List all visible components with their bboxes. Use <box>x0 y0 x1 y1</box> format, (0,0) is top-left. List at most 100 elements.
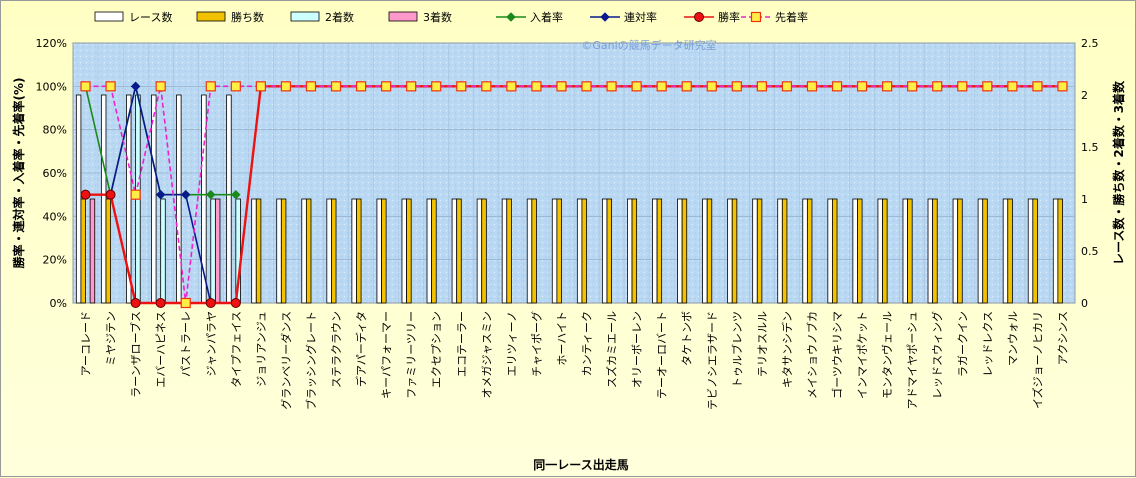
marker-circle <box>80 189 91 200</box>
bar-1 <box>877 198 883 304</box>
bar-3 <box>160 198 166 304</box>
bar-1 <box>677 198 683 304</box>
bar-1 <box>526 198 533 304</box>
bar-2 <box>781 198 788 304</box>
marker-circle <box>155 298 166 308</box>
y-axis-right-title: レース数・勝ち数・2着数・3着数 <box>1111 80 1126 265</box>
bar-2 <box>832 198 838 304</box>
x-category-label: タイプフェイス <box>230 311 243 388</box>
bar-2 <box>957 198 963 304</box>
bar-2 <box>681 198 688 304</box>
y-tick-left: 120% <box>36 37 67 50</box>
bar-1 <box>702 198 708 304</box>
bar-2 <box>331 198 337 304</box>
x-category-label: ラガークイン <box>956 311 969 377</box>
bar-2 <box>1032 198 1038 304</box>
bar-2 <box>706 198 713 304</box>
bar-1 <box>727 198 733 304</box>
bar-1 <box>176 94 182 304</box>
marker-circle <box>694 12 704 22</box>
y-tick-right: 0 <box>1081 297 1088 310</box>
marker-square <box>1007 81 1018 92</box>
marker-square <box>456 81 467 92</box>
marker-diamond <box>231 189 241 200</box>
legend-label: 3着数 <box>423 10 452 24</box>
legend-swatch <box>196 11 226 22</box>
bar-2 <box>806 198 813 304</box>
bar-2 <box>280 198 287 304</box>
x-category-label: キタサンシデン <box>780 311 794 388</box>
marker-diamond <box>181 189 191 200</box>
marker-square <box>882 81 893 92</box>
legend-swatch <box>94 11 124 22</box>
y-tick-left: 0% <box>50 297 67 310</box>
bar-2 <box>1007 198 1013 304</box>
x-category-label: イズジョーノヒカリ <box>1030 311 1044 409</box>
marker-square <box>80 81 91 92</box>
bar-1 <box>426 198 433 304</box>
legend-label: 2着数 <box>325 10 354 24</box>
x-category-label: パストラーレ <box>180 311 193 377</box>
x-category-label: ミヤジテン <box>105 311 118 366</box>
x-category-label: エコテーラー <box>455 311 468 377</box>
bar-2 <box>531 198 537 304</box>
bar-2 <box>255 198 262 304</box>
bar-2 <box>1057 198 1063 304</box>
marker-square <box>431 81 442 92</box>
bar-1 <box>952 198 959 304</box>
bar-2 <box>406 198 412 304</box>
marker-square <box>932 81 943 92</box>
x-axis-categories: アーコレード ミヤジテン ラーンザローブス エバーハピネス パストラーレ ジャンパラヤ タイ… <box>80 311 1070 410</box>
x-category-label: ジョリアンジュ <box>255 311 268 387</box>
bar-2 <box>481 198 487 304</box>
legend: レース数 勝ち数 2着数 3着数 入着率 連対率 勝率 先着率 <box>94 10 808 24</box>
bar-1 <box>977 198 984 304</box>
legend-label: 連対率 <box>624 10 657 24</box>
line-series <box>80 81 1068 309</box>
y-tick-left: 80% <box>43 124 67 137</box>
bar-1 <box>1052 198 1059 304</box>
x-category-label: レッドスウィング <box>930 311 944 399</box>
marker-square <box>481 81 492 92</box>
x-category-label: タケトンボ <box>681 311 694 366</box>
bar-2 <box>506 198 512 304</box>
legend-label: 勝ち数 <box>231 10 264 24</box>
marker-square <box>180 297 191 309</box>
marker-square <box>957 81 968 92</box>
marker-diamond <box>130 81 141 92</box>
x-category-label: メイショウノブカ <box>805 311 819 399</box>
bar-1 <box>476 198 483 304</box>
x-category-label: モンタンヴェール <box>880 311 894 399</box>
y-tick-right: 1.5 <box>1081 141 1099 154</box>
x-category-label: ホーハイト <box>555 311 568 366</box>
y-axis-right: 0 0.5 1 1.5 2 2.5 <box>1081 37 1099 310</box>
marker-square <box>631 81 642 92</box>
bar-1 <box>75 94 82 304</box>
bar-2 <box>857 198 863 304</box>
bar-2 <box>907 198 913 304</box>
marker-circle <box>130 298 141 308</box>
x-category-label: オメガジャスミン <box>480 311 493 398</box>
bar-1 <box>1027 198 1034 304</box>
bar-1 <box>301 198 307 304</box>
x-category-label: ゴーツウキリシマ <box>830 311 844 399</box>
bar-2 <box>80 198 86 304</box>
y-tick-right: 1 <box>1081 193 1088 206</box>
bar-3 <box>210 198 216 304</box>
marker-square <box>750 11 762 23</box>
x-category-label: マンウォル <box>1006 311 1019 366</box>
bar-2 <box>381 198 387 304</box>
bar-1 <box>251 198 257 304</box>
marker-diamond <box>600 12 610 22</box>
bar-1 <box>226 94 232 304</box>
legend-swatch <box>290 11 320 22</box>
bar-2 <box>656 198 663 304</box>
bar-1 <box>601 198 608 304</box>
bar-4 <box>89 198 96 304</box>
x-category-label: ラーンザローブス <box>129 311 143 398</box>
bar-2 <box>431 198 437 304</box>
bar-4 <box>214 198 221 304</box>
marker-square <box>831 81 843 92</box>
y-tick-right: 2 <box>1081 89 1088 102</box>
y-tick-left: 100% <box>36 80 67 93</box>
